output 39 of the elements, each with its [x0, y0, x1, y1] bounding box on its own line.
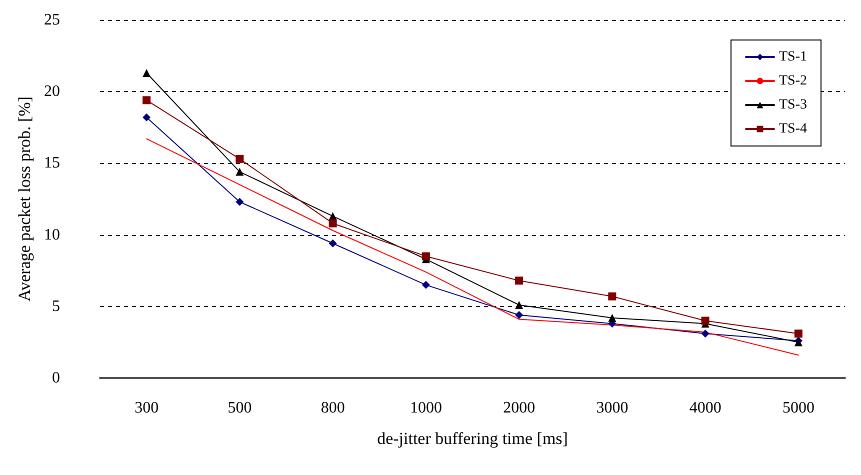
y-tick-label: 15	[44, 154, 60, 172]
point	[701, 330, 710, 338]
y-axis-title: Average packet loss prob. [%]	[15, 96, 34, 302]
y-tick-label: 0	[52, 370, 60, 386]
point	[608, 292, 616, 300]
point	[515, 276, 524, 285]
x-tick-label: 5000	[782, 400, 814, 416]
x-tick-label: 4000	[689, 400, 722, 416]
x-tick-label: 2000	[503, 400, 536, 416]
x-tick-label: 500	[228, 400, 252, 416]
x-tick-label: 1000	[410, 400, 442, 416]
point	[142, 96, 151, 104]
point	[236, 168, 244, 176]
x-tick-label: 300	[134, 400, 159, 416]
y-tick-label: 25	[44, 12, 60, 28]
y-tick-label: 10	[44, 226, 60, 244]
x-tick-label: 800	[320, 400, 345, 416]
point	[608, 314, 616, 322]
legend-label: TS-3	[779, 98, 807, 112]
point	[328, 219, 337, 228]
point	[422, 280, 430, 289]
point	[422, 252, 430, 260]
legend-label: TS-1	[779, 50, 807, 64]
point	[794, 330, 802, 338]
y-tick-label: 5	[52, 298, 60, 315]
point	[328, 239, 337, 248]
point	[142, 113, 151, 122]
point	[515, 300, 524, 309]
point	[142, 68, 151, 77]
y-tick-label: 20	[44, 83, 60, 100]
legend-label: TS-4	[779, 122, 807, 136]
x-axis-title: de-jitter buffering time [ms]	[377, 429, 568, 448]
point	[515, 310, 524, 319]
legend-label: TS-2	[779, 74, 807, 88]
point	[236, 154, 244, 163]
x-tick-label: 3000	[596, 400, 628, 416]
point	[236, 198, 244, 206]
line-series	[146, 138, 799, 356]
point	[701, 316, 710, 325]
